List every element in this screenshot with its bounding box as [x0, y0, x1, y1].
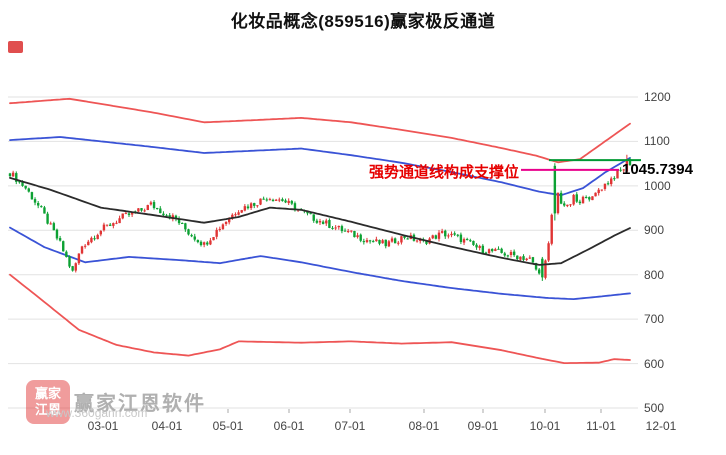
y-axis-label: 1100	[644, 134, 670, 149]
x-axis-label: 06-01	[273, 419, 305, 433]
y-axis-label: 1200	[644, 90, 671, 104]
x-axis-label: 07-01	[334, 419, 366, 433]
channel-lower-red-line	[9, 273, 631, 365]
grid-lines	[8, 96, 662, 413]
chart-plot-area[interactable]	[8, 90, 640, 412]
x-axis-label: 05-01	[212, 419, 244, 433]
x-axis-label: 12-01	[645, 419, 677, 433]
red-corner-marker-icon	[8, 41, 23, 53]
y-axis-label: 800	[644, 267, 665, 282]
channel-upper-red-line	[9, 97, 631, 164]
support-price-label: 1045.7394	[622, 161, 693, 178]
watermark-logo-line1: 赢家	[34, 386, 61, 402]
y-axis-label: 1000	[644, 178, 671, 193]
channel-lower-blue-line	[9, 226, 631, 301]
channel-middle-black-line	[9, 176, 631, 266]
candlestick-series	[8, 154, 632, 281]
x-axis-label: 10-01	[529, 419, 561, 433]
y-axis-label: 600	[644, 356, 665, 371]
x-axis-label: 08-01	[408, 419, 440, 433]
watermark-logo-line2: 江恩	[34, 402, 61, 417]
y-axis-label: 900	[644, 223, 665, 238]
chart-title: 化妆品概念(859516)赢家极反通道	[230, 12, 496, 31]
watermark-url-text: www.360gann.com	[46, 406, 148, 420]
watermark-brand-text: 赢家江恩软件	[74, 393, 206, 415]
x-axis-label: 11-01	[586, 419, 616, 433]
y-axis-label: 500	[644, 401, 665, 415]
x-axis-label: 04-01	[151, 419, 183, 433]
x-axis-label: 03-01	[87, 419, 119, 433]
support-annotation-text: 强势通道线构成支撑位	[368, 164, 519, 181]
channel-upper-blue-line	[9, 136, 631, 197]
y-axis-label: 700	[644, 312, 665, 327]
watermark-logo: 赢家 江恩	[26, 380, 70, 424]
x-axis-label: 09-01	[467, 419, 499, 433]
